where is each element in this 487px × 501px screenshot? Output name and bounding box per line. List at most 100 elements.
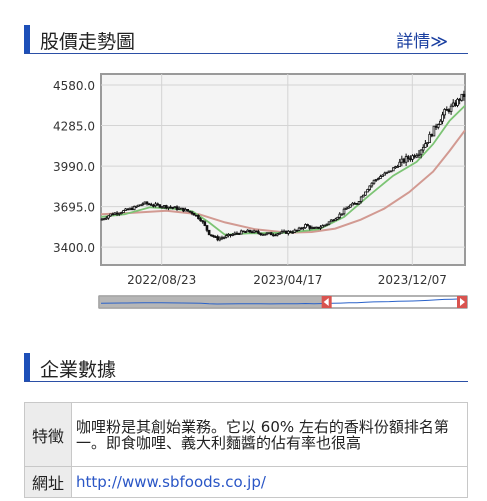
candle-body: [364, 191, 367, 196]
candle-body: [128, 207, 132, 210]
stock-price-chart: 3400.0 3695.0 3990.0 4285.0 4580.0 2022/08/23…: [53, 73, 468, 309]
stock-chart-title: 股價走勢圖: [40, 31, 136, 53]
candle-body: [239, 230, 243, 235]
candle-body: [327, 221, 331, 225]
candle-body: [190, 211, 194, 214]
candle-body: [289, 230, 292, 233]
x-tick-label: 2023/04/17: [253, 273, 322, 287]
candle-body: [205, 225, 209, 231]
candle-body: [214, 236, 217, 238]
chart-navigator[interactable]: [98, 295, 468, 309]
candle-body: [321, 225, 324, 228]
candle-body: [344, 208, 348, 210]
candle-body: [439, 120, 442, 125]
stock-chart-header: 股價走勢圖 詳情≫: [24, 25, 468, 54]
candle-body: [216, 236, 219, 241]
candle-body: [252, 230, 256, 233]
candle-body: [111, 213, 115, 216]
candle-body: [126, 208, 130, 211]
candle-body: [102, 218, 106, 221]
company-data-title: 企業數據: [40, 359, 117, 381]
candle-body: [387, 170, 391, 173]
candle-body: [404, 156, 408, 163]
candle-body: [267, 232, 271, 235]
candle-body: [246, 229, 249, 233]
candle-body: [222, 236, 226, 239]
navigator-line: [100, 298, 466, 305]
candle-body: [218, 237, 222, 241]
candle-body: [105, 217, 108, 220]
candle-body: [436, 124, 440, 128]
arrow-right-icon: [460, 298, 465, 306]
candle-body: [334, 218, 337, 221]
candle-body: [244, 231, 247, 234]
website-link[interactable]: http://www.sbfoods.co.jp/: [76, 473, 266, 491]
candle-body: [338, 213, 342, 218]
candle-body: [207, 229, 211, 236]
candle-body: [317, 226, 320, 229]
candle-body: [447, 109, 451, 112]
candle-body: [428, 133, 431, 143]
candle-body: [421, 146, 425, 151]
candle-body: [120, 212, 123, 214]
navigator-shaded-range: [99, 296, 327, 308]
candle-body: [135, 205, 138, 208]
details-link[interactable]: 詳情≫: [396, 32, 448, 52]
candle-body: [366, 189, 369, 193]
candle-body: [199, 218, 202, 222]
candle-body: [398, 161, 401, 167]
candle-body: [357, 201, 361, 205]
candle-body: [109, 213, 112, 217]
candle-body: [259, 232, 262, 236]
candle-body: [188, 210, 192, 213]
candle-body: [184, 209, 187, 212]
candle-body: [152, 204, 155, 207]
website-label: 網址: [24, 466, 72, 498]
candle-body: [278, 232, 282, 235]
header-accent-bar: [24, 25, 30, 53]
candle-body: [359, 196, 363, 202]
candle-body: [160, 206, 164, 209]
candle-body: [340, 213, 344, 216]
candle-body: [284, 230, 288, 234]
candle-body: [237, 233, 241, 235]
candle-body: [117, 212, 121, 215]
candle-body: [304, 224, 307, 229]
candle-body: [280, 231, 284, 234]
candle-body: [173, 206, 177, 209]
candle-body: [100, 218, 104, 221]
candle-body: [276, 233, 279, 236]
candle-body: [406, 156, 410, 160]
candle-body: [434, 125, 438, 128]
candle-body: [231, 234, 234, 236]
candle-body: [269, 232, 273, 236]
candle-body: [462, 93, 466, 97]
candle-body: [370, 182, 374, 187]
candle-body: [154, 203, 157, 207]
candle-body: [132, 206, 136, 211]
candle-body: [426, 142, 429, 145]
candle-body: [291, 231, 294, 234]
candle-body: [394, 166, 397, 169]
candle-body: [156, 203, 160, 206]
candle-body: [456, 98, 459, 106]
candle-body: [179, 207, 183, 210]
candle-body: [171, 206, 175, 209]
candle-body: [197, 215, 200, 220]
candle-body: [147, 203, 151, 206]
candle-body: [353, 202, 357, 205]
plot-area: [100, 73, 466, 266]
candle-body: [145, 201, 149, 205]
candle-body: [229, 234, 232, 236]
candle-body: [310, 227, 314, 229]
x-tick-label: 2023/12/07: [378, 273, 447, 287]
candle-body: [165, 205, 168, 209]
candle-body: [248, 229, 252, 233]
candle-body: [351, 202, 354, 206]
candle-body: [332, 219, 335, 222]
candle-body: [182, 207, 185, 212]
candle-body: [441, 114, 444, 122]
candle-body: [355, 202, 359, 205]
candle-body: [400, 158, 404, 163]
candle-body: [257, 231, 260, 234]
